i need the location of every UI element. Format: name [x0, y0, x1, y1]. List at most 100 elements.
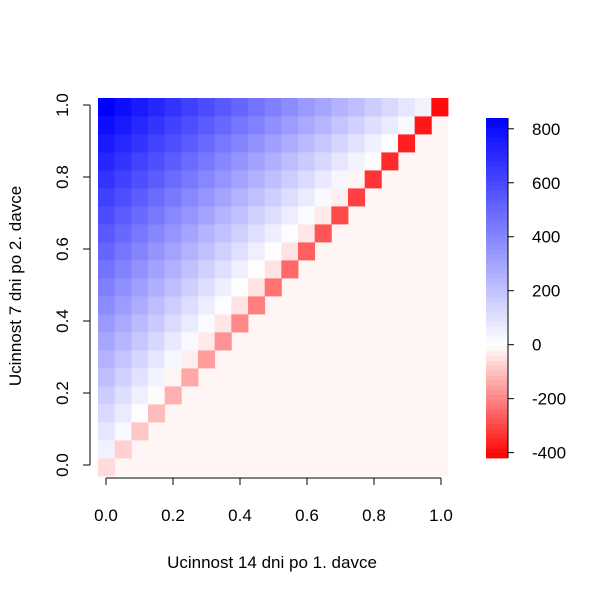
x-axis: 0.0 0.2 0.4 0.6 0.8 1.0 [94, 477, 453, 525]
heatmap-cell [348, 116, 366, 135]
y-tick-label: 0.2 [53, 381, 72, 405]
heatmap-cell [264, 170, 282, 189]
heatmap-cell [114, 188, 132, 207]
heatmap-cell [148, 188, 166, 207]
colorbar-tick-label: 400 [532, 228, 560, 247]
colorbar-step [486, 404, 508, 410]
heatmap-cell [164, 368, 182, 387]
heatmap-cell [248, 170, 266, 189]
heatmap-cell [181, 314, 199, 333]
heatmap-cell [148, 98, 166, 117]
heatmap-cell [114, 170, 132, 189]
heatmap-cell [248, 278, 266, 297]
colorbar-step [486, 244, 508, 250]
heatmap-cell [181, 116, 199, 135]
heatmap-cell [148, 152, 166, 171]
heatmap-cell [281, 134, 299, 153]
heatmap-cell [164, 170, 182, 189]
colorbar-step [486, 224, 508, 231]
heatmap-cell [314, 98, 332, 117]
heatmap-cell [114, 350, 132, 369]
colorbar-step [486, 448, 508, 454]
colorbar-step [486, 428, 508, 435]
heatmap-cell [314, 152, 332, 171]
colorbar-step [486, 433, 508, 439]
heatmap-cell [131, 314, 149, 333]
heatmap-cell [214, 224, 232, 243]
heatmap-cell [231, 98, 249, 117]
heatmap-cell [364, 98, 382, 117]
heatmap-cell [114, 404, 132, 423]
colorbar-step [486, 205, 508, 211]
heatmap-cell [414, 98, 432, 117]
heatmap-cell [131, 368, 149, 387]
colorbar-step [486, 210, 508, 216]
heatmap-cell [214, 314, 232, 333]
heatmap-cell [231, 116, 249, 135]
heatmap-cell [131, 152, 149, 171]
colorbar-step [486, 409, 508, 415]
heatmap-cell [181, 170, 199, 189]
heatmap-cell [381, 134, 399, 153]
heatmap-cell [198, 98, 216, 117]
colorbar-step [486, 297, 508, 303]
colorbar-step [486, 424, 508, 430]
heatmap-cell [298, 206, 316, 225]
heatmap-cell [264, 98, 282, 117]
heatmap-cell [148, 332, 166, 351]
heatmap-cell [148, 386, 166, 405]
heatmap-cell [98, 350, 116, 369]
heatmap-cell [248, 260, 266, 279]
heatmap-cell [164, 332, 182, 351]
colorbar-step [486, 234, 508, 240]
heatmap-cell [98, 458, 116, 477]
heatmap-cell [364, 116, 382, 135]
x-axis-title: Ucinnost 14 dni po 1. davce [167, 553, 377, 572]
heatmap-cell [198, 278, 216, 297]
heatmap-cell [148, 260, 166, 279]
heatmap-cell [131, 404, 149, 423]
heatmap-cell [114, 332, 132, 351]
heatmap-cell [181, 134, 199, 153]
colorbar-step [486, 122, 508, 129]
heatmap-cell [298, 188, 316, 207]
heatmap-cell [148, 278, 166, 297]
heatmap-cell [98, 206, 116, 225]
heatmap-cell [248, 152, 266, 171]
colorbar-step [486, 263, 508, 269]
colorbar-tick-label: 200 [532, 282, 560, 301]
heatmap-cell [131, 170, 149, 189]
heatmap-cell [198, 206, 216, 225]
heatmap-cell [98, 296, 116, 315]
heatmap-cell [148, 224, 166, 243]
heatmap-cell [114, 134, 132, 153]
colorbar-step [486, 453, 508, 459]
heatmap-cell [281, 224, 299, 243]
colorbar-step [486, 181, 508, 187]
heatmap-cell [114, 224, 132, 243]
heatmap-cell [348, 134, 366, 153]
colorbar-step [486, 190, 508, 197]
heatmap-cell [298, 134, 316, 153]
heatmap-cell [98, 188, 116, 207]
heatmap-cell [131, 386, 149, 405]
heatmap-cell [164, 242, 182, 261]
colorbar-step [486, 322, 508, 328]
y-tick-label: 0.6 [53, 237, 72, 261]
colorbar-step [486, 137, 508, 143]
colorbar-step [486, 273, 508, 279]
heatmap-cell [248, 296, 266, 315]
colorbar-step [486, 341, 508, 347]
heatmap-cell [198, 188, 216, 207]
heatmap-cell [131, 134, 149, 153]
heatmap-cell [264, 188, 282, 207]
y-tick-label: 0.4 [53, 309, 72, 333]
heatmap-cell [214, 116, 232, 135]
heatmap-cell [148, 134, 166, 153]
heatmap-cell [131, 224, 149, 243]
colorbar-step [486, 360, 508, 367]
heatmap-cell [98, 242, 116, 261]
heatmap-cell [114, 440, 132, 459]
heatmap-cell [248, 134, 266, 153]
heatmap-cell [198, 134, 216, 153]
